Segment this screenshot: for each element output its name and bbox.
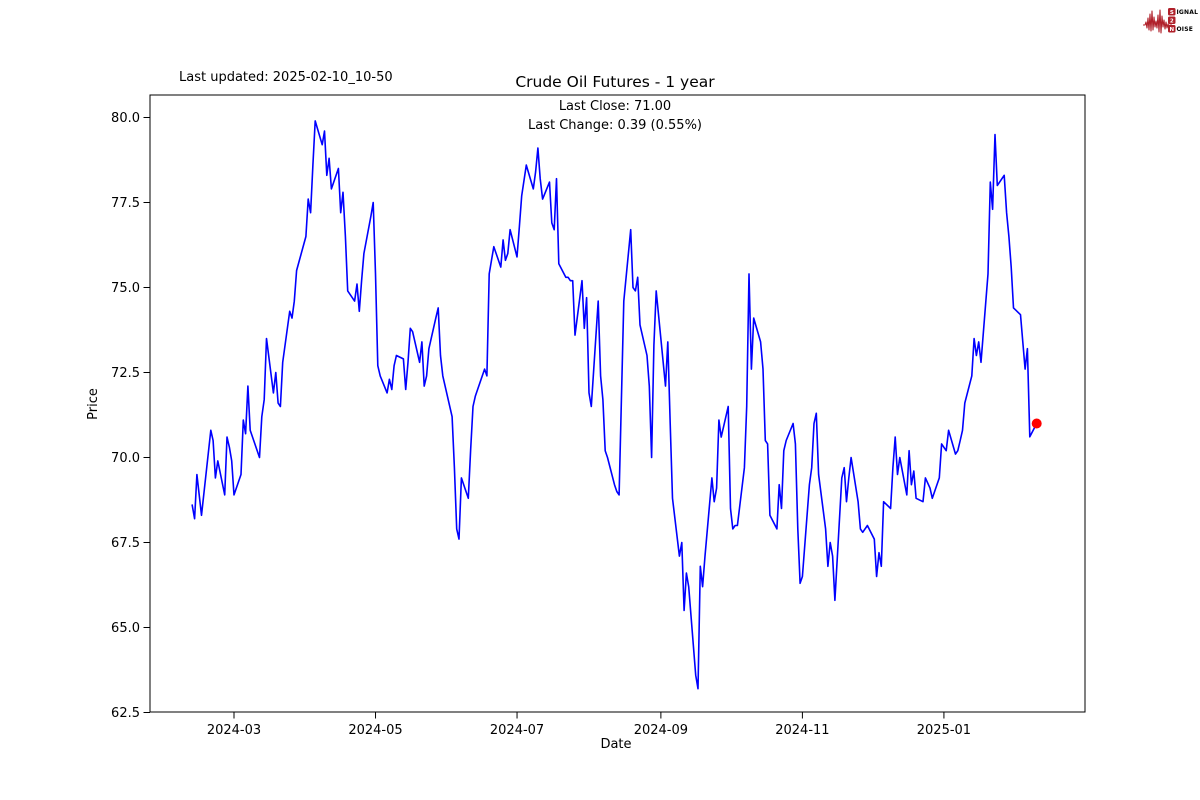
logo-word-oise: OISE [1177,26,1194,33]
last-change-annotation: Last Change: 0.39 (0.55%) [528,118,702,133]
x-axis-ticks: 2024-03 2024-05 2024-07 2024-09 2024-11 2025-… [207,712,971,738]
x-tick-label: 2024-05 [348,723,402,738]
x-tick-label: 2024-11 [775,723,829,738]
last-close-annotation: Last Close: 71.00 [559,99,671,114]
x-tick-label: 2024-07 [490,723,544,738]
y-tick-label: 75.0 [111,281,140,296]
price-line [191,120,1038,690]
last-updated-text: Last updated: 2025-02-10_10-50 [179,70,393,85]
logo-letter-box-s [1168,8,1176,16]
y-axis-ticks: 62.5 65.0 67.5 70.0 72.5 75.0 77.5 80.0 [111,111,150,721]
y-tick-label: 77.5 [111,196,140,211]
x-tick-label: 2024-03 [207,723,261,738]
y-tick-label: 70.0 [111,451,140,466]
chart-title: Crude Oil Futures - 1 year [515,73,715,91]
logo-letter-n: N [1169,27,1174,33]
x-axis-title: Date [600,737,631,752]
y-tick-label: 62.5 [111,706,140,721]
last-price-marker [1031,418,1042,429]
logo-letter-2: 2 [1170,18,1174,24]
y-tick-label: 67.5 [111,536,140,551]
plot-border [149,94,1086,713]
x-tick-label: 2024-09 [634,723,688,738]
y-tick-label: 72.5 [111,366,140,381]
logo-letter-s: S [1170,10,1174,16]
y-tick-label: 80.0 [111,111,140,126]
y-axis-title: Price [86,388,101,420]
x-tick-label: 2025-01 [917,723,971,738]
logo-letter-box-n [1168,25,1176,33]
y-tick-label: 65.0 [111,621,140,636]
signal2noise-logo: S IGNAL 2 N OISE [1143,8,1199,34]
logo-letter-box-2 [1168,16,1176,24]
price-series-layer [191,120,1042,690]
logo-word-ignal: IGNAL [1177,9,1199,16]
waveform-icon [1143,9,1172,34]
